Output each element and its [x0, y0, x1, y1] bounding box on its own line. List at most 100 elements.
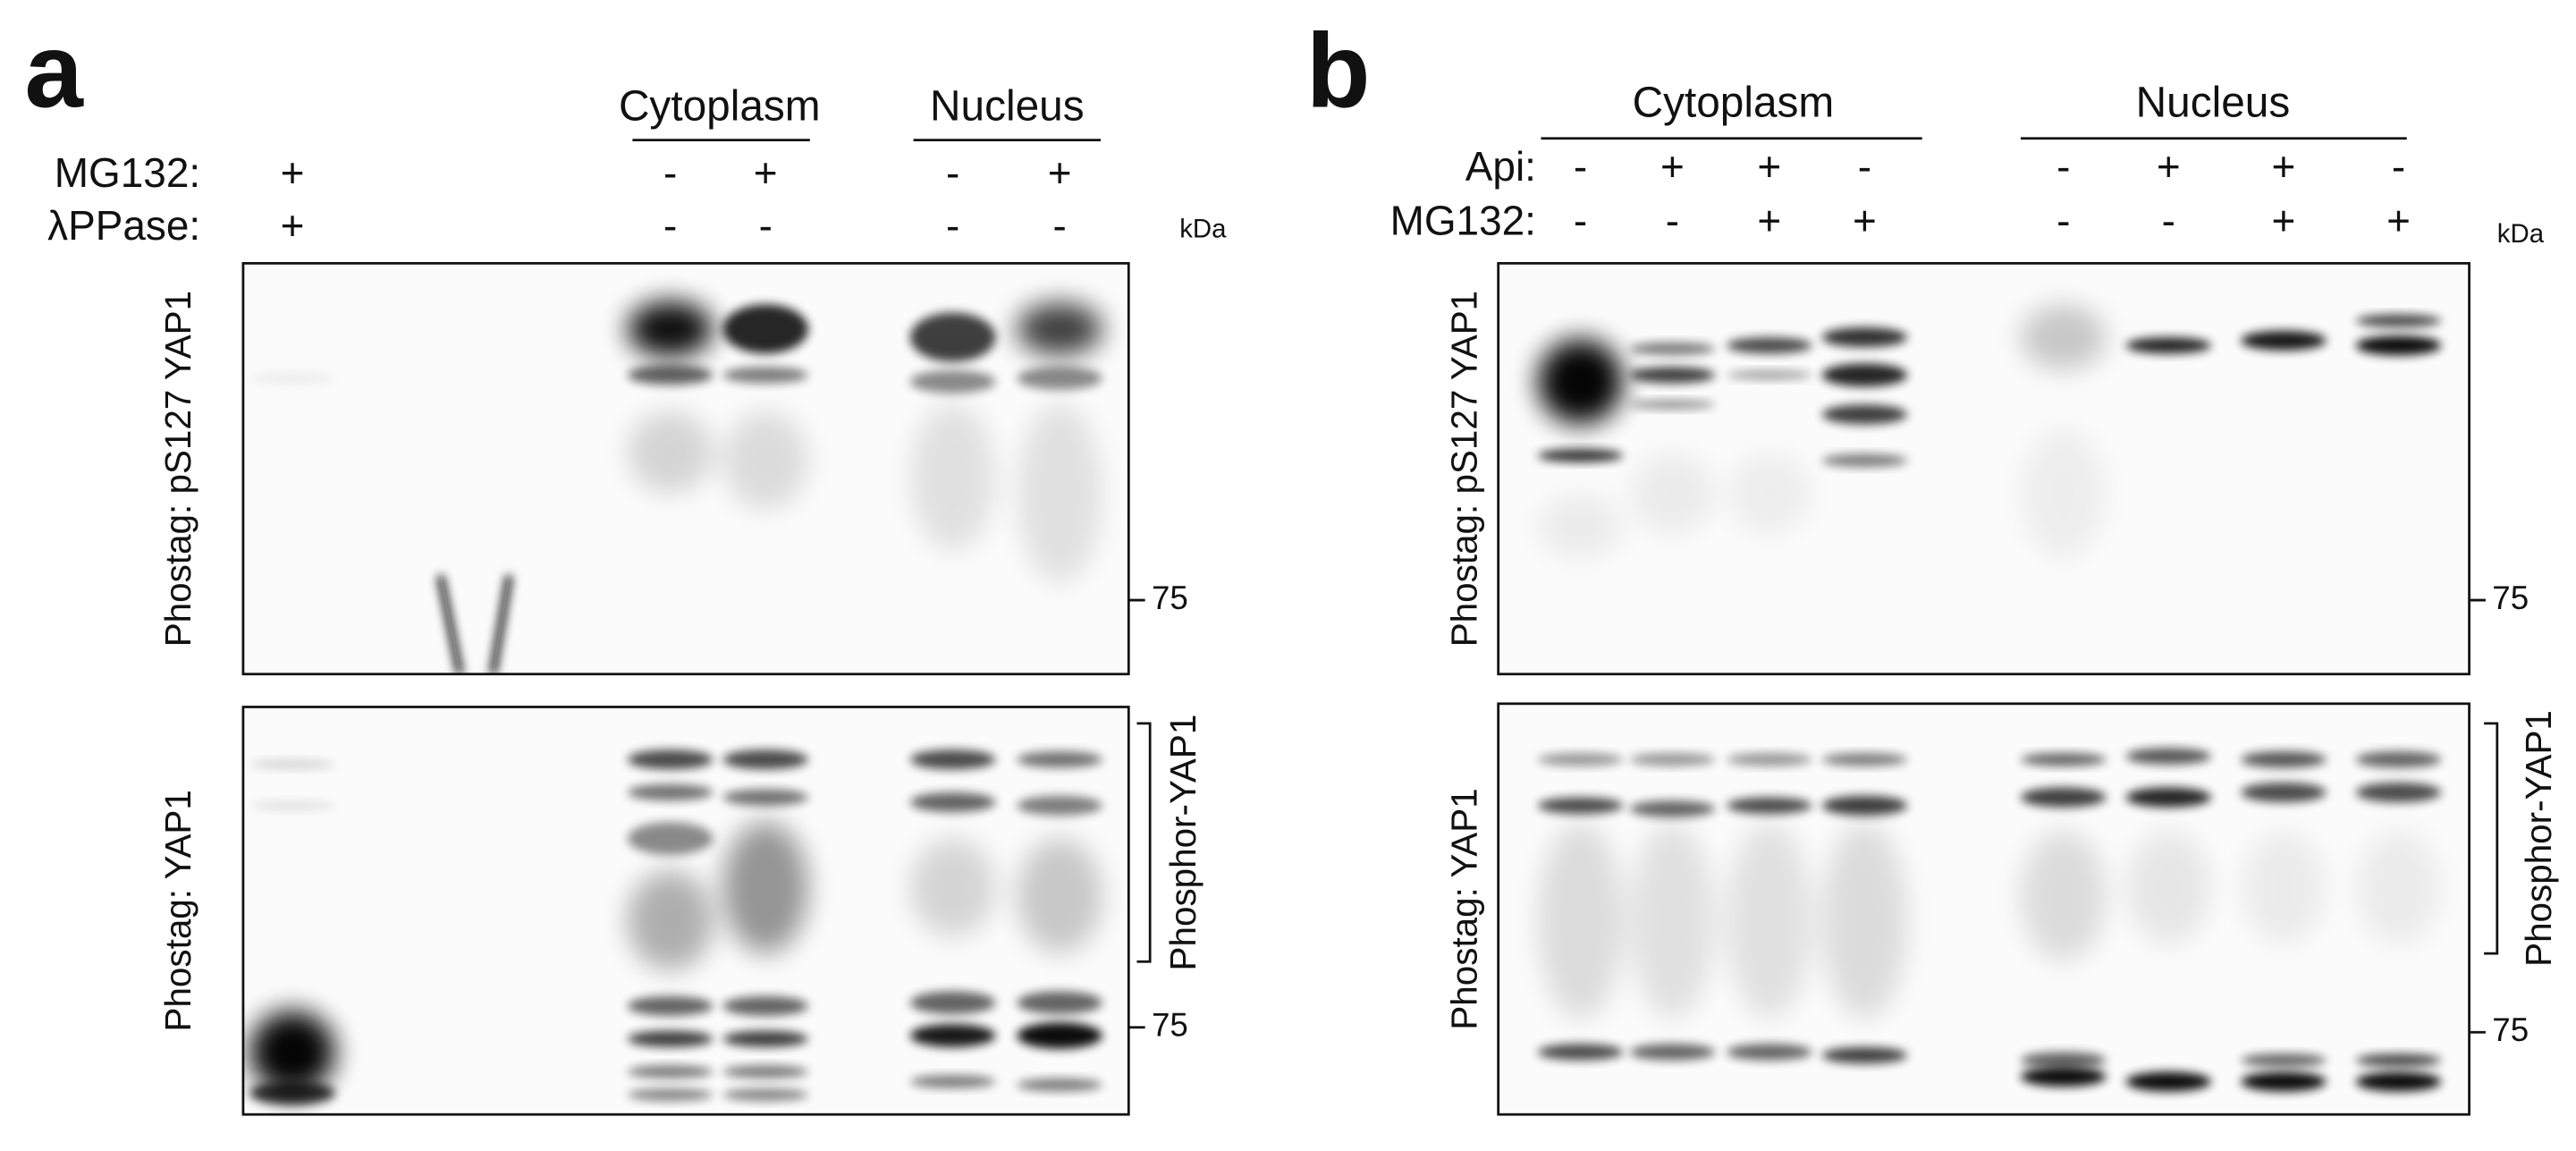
- band: [627, 1030, 714, 1047]
- band: [722, 789, 808, 806]
- band: [1727, 337, 1812, 354]
- band: [909, 402, 996, 551]
- band: [722, 367, 808, 384]
- band: [627, 871, 714, 970]
- band: [722, 1065, 808, 1079]
- band: [1821, 363, 1908, 387]
- band: [2020, 1066, 2107, 1087]
- band: [1821, 752, 1908, 766]
- band: [2355, 783, 2442, 803]
- band: [722, 1030, 808, 1047]
- band: [2020, 1052, 2107, 1069]
- blot-label: Phostag: pS127 YAP1: [157, 291, 198, 647]
- treatment-symbol: +: [1660, 143, 1685, 190]
- treatment-symbol: -: [759, 202, 773, 249]
- bracket-label: Phosphor-YAP1: [2518, 710, 2559, 967]
- band: [1017, 1022, 1102, 1049]
- unit-label: kDa: [1179, 214, 1227, 243]
- blot-frame: [1497, 702, 2470, 1116]
- treatment-label: Api:: [1465, 143, 1536, 190]
- treatment-symbol: +: [281, 149, 305, 196]
- band: [1537, 797, 1624, 814]
- band: [909, 1075, 996, 1088]
- band: [722, 1088, 808, 1102]
- treatment-symbol: +: [2272, 197, 2296, 243]
- treatment-symbol: -: [663, 149, 677, 196]
- artifact: [436, 574, 513, 674]
- band: [2241, 830, 2327, 945]
- band: [1537, 822, 1624, 1020]
- treatment-symbol: +: [754, 149, 778, 196]
- band: [2241, 783, 2327, 803]
- band: [627, 410, 714, 494]
- treatment-symbol: -: [2057, 143, 2070, 190]
- band: [2020, 304, 2107, 370]
- band: [722, 749, 808, 770]
- blot: [1497, 262, 2470, 676]
- treatment-symbol: +: [2272, 143, 2296, 190]
- band: [627, 995, 714, 1016]
- band: [627, 822, 714, 855]
- band: [722, 822, 808, 954]
- treatment-symbol: +: [2157, 143, 2181, 190]
- band: [2125, 337, 2212, 354]
- band: [1537, 449, 1624, 462]
- unit-label: kDa: [2497, 219, 2545, 249]
- treatment-label: λPPase:: [47, 202, 200, 249]
- band: [1017, 751, 1102, 768]
- treatment-label: MG132:: [55, 149, 200, 196]
- bands: [249, 749, 1102, 1105]
- band: [909, 792, 996, 813]
- band: [1017, 302, 1102, 356]
- band: [1017, 838, 1102, 954]
- bands: [1537, 304, 2442, 560]
- band: [1821, 1046, 1908, 1064]
- blot-frame: [241, 706, 1130, 1116]
- band: [2241, 330, 2327, 351]
- band: [1537, 338, 1624, 425]
- band: [2241, 751, 2327, 768]
- band: [627, 1065, 714, 1079]
- band: [909, 1024, 996, 1047]
- bracket: [2484, 722, 2499, 955]
- band: [1017, 991, 1102, 1015]
- treatment-symbol: -: [946, 202, 959, 249]
- band: [722, 304, 808, 354]
- bracket: [1136, 722, 1152, 963]
- band: [1017, 1078, 1102, 1092]
- marker-label: 75: [2492, 1011, 2529, 1048]
- panel-letter: b: [1306, 13, 1371, 130]
- treatment-symbol: -: [1052, 202, 1066, 249]
- band: [627, 749, 714, 770]
- band: [2020, 787, 2107, 808]
- band: [627, 300, 714, 358]
- treatment-symbol: -: [2057, 197, 2070, 243]
- band: [1821, 404, 1908, 425]
- treatment-symbol: +: [1048, 149, 1072, 196]
- band: [1017, 367, 1102, 390]
- band: [722, 410, 808, 511]
- band: [2355, 335, 2442, 356]
- band: [2355, 314, 2442, 328]
- treatment-symbol: -: [1858, 143, 1871, 190]
- band: [2241, 1071, 2327, 1092]
- blot-label: Phostag: pS127 YAP1: [1443, 291, 1484, 647]
- band: [1629, 452, 1716, 535]
- group-header: Nucleus: [930, 82, 1085, 130]
- band: [1727, 752, 1812, 766]
- treatment-label: MG132:: [1390, 197, 1536, 243]
- treatment-symbol: -: [1666, 197, 1679, 243]
- band: [909, 838, 996, 937]
- band: [1017, 402, 1102, 584]
- treatment-symbol: +: [2386, 197, 2411, 243]
- band: [2355, 1054, 2442, 1067]
- band: [1727, 369, 1812, 380]
- band: [2020, 830, 2107, 962]
- blot: [241, 706, 1130, 1116]
- band: [1629, 342, 1716, 356]
- band: [909, 369, 996, 394]
- band: [1537, 752, 1624, 766]
- blot-frame: [1497, 262, 2470, 676]
